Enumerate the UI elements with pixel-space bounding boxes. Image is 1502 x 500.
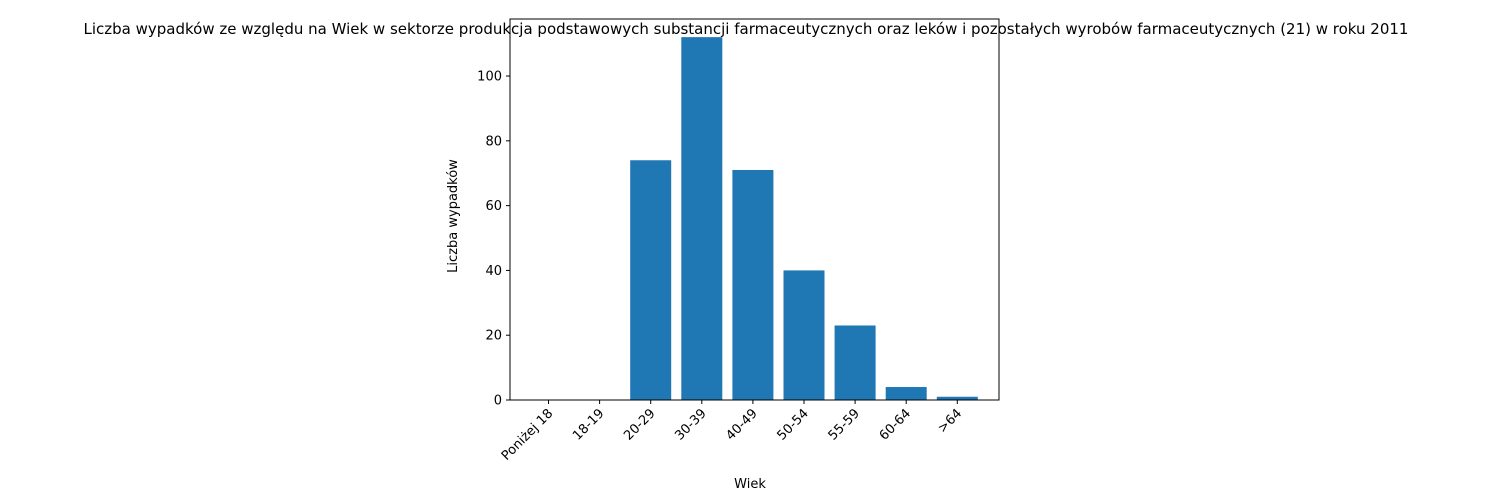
y-tick-label: 80 [485, 134, 502, 149]
bar-55-59 [834, 325, 876, 400]
x-tick-label: 50-54 [775, 406, 812, 443]
x-tick-label: Poniżej 18 [499, 406, 556, 463]
bar-50-54 [783, 270, 825, 400]
bar-40-49 [732, 169, 774, 400]
bar->64 [936, 396, 978, 400]
y-tick-label: 60 [485, 199, 502, 214]
plot-frame [509, 18, 1000, 401]
x-tick-label: 40-49 [723, 406, 760, 443]
chart-title: Liczba wypadków ze względu na Wiek w sek… [84, 20, 1409, 38]
x-tick-label: >64 [935, 406, 965, 436]
y-axis-label: Liczba wypadków [446, 159, 461, 273]
bar-30-39 [681, 37, 723, 401]
x-tick-label: 60-64 [877, 406, 914, 443]
y-tick-label: 20 [485, 329, 502, 344]
x-axis-label: Wiek [734, 477, 766, 492]
bars [630, 37, 978, 401]
x-tick-label: 18-19 [570, 406, 607, 443]
x-tick-label: 20-29 [621, 406, 658, 443]
x-tick-label: 30-39 [672, 406, 709, 443]
y-axis: 0 20 40 60 80 100 [477, 70, 510, 409]
y-tick-label: 0 [494, 394, 502, 409]
y-tick-label: 100 [477, 70, 502, 85]
bar-60-64 [885, 387, 927, 400]
x-axis: Poniżej 18 18-19 20-29 30-39 40-49 50-54 55-59… [499, 400, 965, 464]
y-tick-label: 40 [485, 264, 502, 279]
x-tick-label: 55-59 [826, 406, 863, 443]
bar-20-29 [630, 160, 672, 400]
